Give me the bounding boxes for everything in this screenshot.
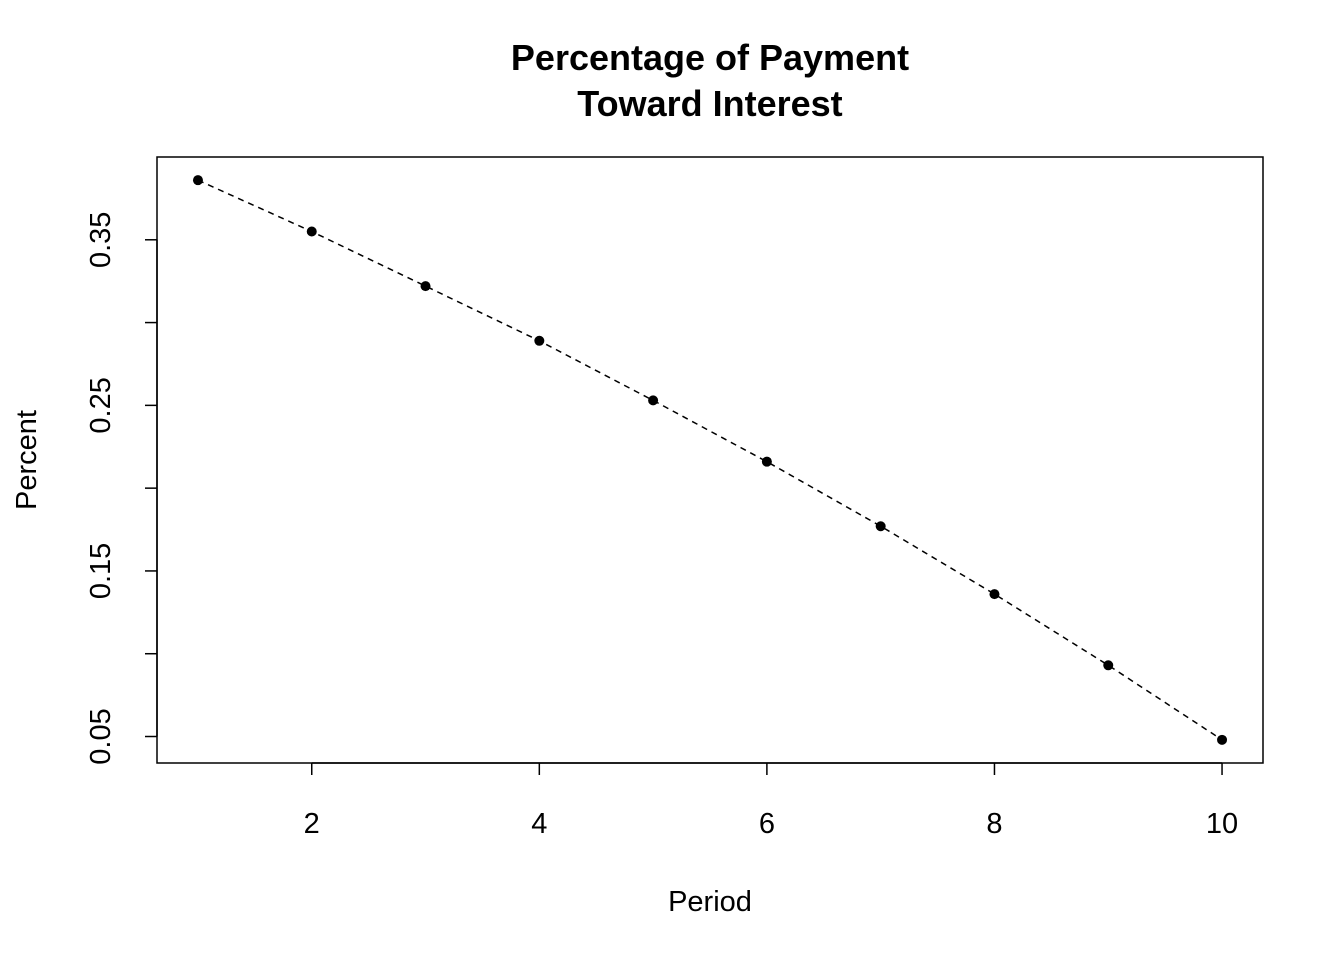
data-point (420, 281, 431, 292)
x-tick-label: 8 (986, 808, 1002, 840)
chart-title-line-1: Percentage of Payment (511, 37, 909, 78)
data-point (875, 521, 886, 532)
y-tick-label: 0.05 (85, 708, 117, 764)
y-tick-label: 0.15 (85, 543, 117, 599)
chart-title-line-2: Toward Interest (577, 83, 842, 124)
data-point (1103, 660, 1114, 671)
y-axis: 0.05 0.15 0.25 0.35 (85, 212, 158, 765)
y-tick-label: 0.25 (85, 377, 117, 433)
x-tick-label: 2 (304, 808, 320, 840)
y-axis-title: Percent (11, 410, 43, 510)
x-tick-label: 4 (531, 808, 547, 840)
data-point (192, 175, 203, 186)
series-line (197, 179, 1223, 741)
series-points (192, 175, 1228, 745)
x-axis-title: Period (668, 886, 752, 918)
x-tick-label: 10 (1206, 808, 1238, 840)
x-axis: 2 4 6 8 10 (304, 762, 1238, 840)
x-tick-label: 6 (759, 808, 775, 840)
data-point (761, 456, 772, 467)
data-point (306, 226, 317, 237)
data-point (1217, 734, 1228, 745)
data-point (534, 335, 545, 346)
data-point (648, 395, 659, 406)
data-point (989, 589, 1000, 600)
y-tick-label: 0.35 (85, 212, 117, 268)
